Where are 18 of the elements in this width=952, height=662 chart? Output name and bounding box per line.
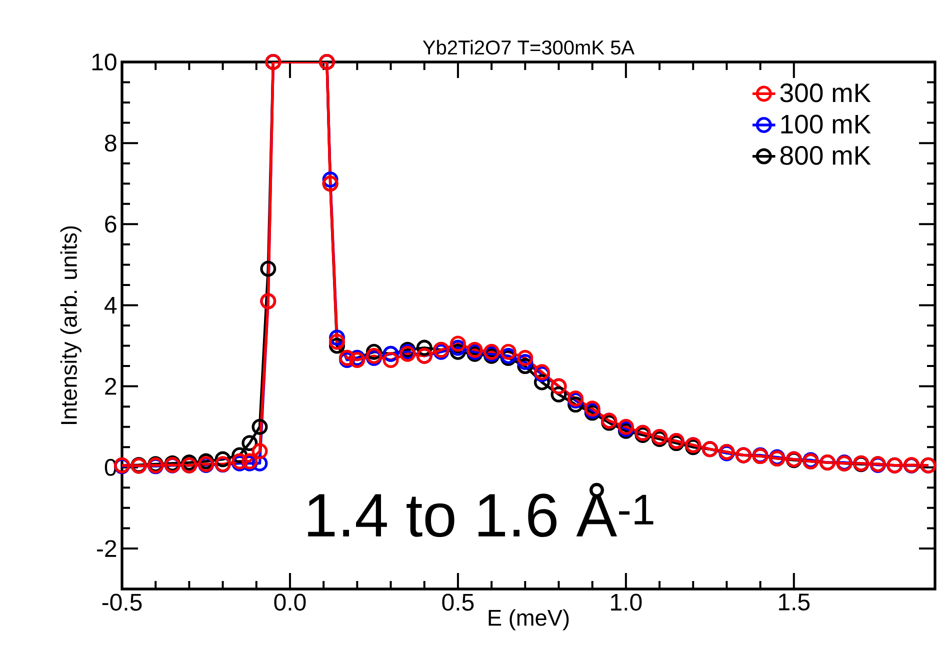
y-tick-label: 10 xyxy=(92,53,116,70)
y-tick-label: -2 xyxy=(97,540,116,557)
x-tick-label: 0.5 xyxy=(442,594,474,611)
y-tick-label: 2 xyxy=(105,378,116,395)
legend-label: 800 mK xyxy=(780,146,871,165)
legend-label: 100 mK xyxy=(781,114,871,134)
x-axis-title: E (meV) xyxy=(488,609,569,630)
x-tick-label: 0.0 xyxy=(274,594,306,611)
x-tick-label: -0.5 xyxy=(102,594,142,611)
x-tick-label: 1.5 xyxy=(779,594,810,610)
y-tick-label: 4 xyxy=(104,296,117,314)
y-tick-label: 6 xyxy=(105,216,116,233)
legend-label: 300 mK xyxy=(780,83,871,102)
x-tick-label: 1.0 xyxy=(611,594,642,611)
y-tick-label: 8 xyxy=(104,134,116,152)
chart-title: Yb2Ti2O7 T=300mK 5A xyxy=(422,40,635,55)
annotation: 1.4 to 1.6 Å$^{-1}$ xyxy=(308,482,654,538)
y-axis-title: Intensity (arb. units) xyxy=(60,226,82,424)
